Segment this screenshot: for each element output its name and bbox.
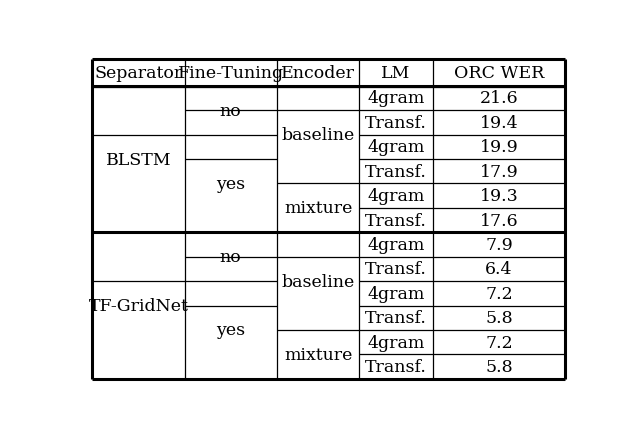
Text: TF-GridNet: TF-GridNet [88,297,188,314]
Text: 4gram: 4gram [367,188,425,205]
Text: ORC WER: ORC WER [454,65,544,82]
Text: 19.3: 19.3 [479,188,518,205]
Text: 7.2: 7.2 [485,334,513,351]
Text: no: no [220,102,241,119]
Text: baseline: baseline [282,127,355,144]
Text: mixture: mixture [284,200,352,217]
Text: Separator: Separator [94,65,182,82]
Text: 4gram: 4gram [367,237,425,253]
Text: 17.9: 17.9 [479,163,518,181]
Text: 5.8: 5.8 [485,309,513,326]
Text: Encoder: Encoder [281,65,355,82]
Text: 19.9: 19.9 [479,139,518,156]
Text: 4gram: 4gram [367,285,425,302]
Text: BLSTM: BLSTM [106,151,172,168]
Text: Transf.: Transf. [365,358,427,375]
Text: 7.2: 7.2 [485,285,513,302]
Text: 7.9: 7.9 [485,237,513,253]
Text: Transf.: Transf. [365,261,427,278]
Text: LM: LM [381,65,411,82]
Text: 5.8: 5.8 [485,358,513,375]
Text: Transf.: Transf. [365,212,427,229]
Text: 6.4: 6.4 [485,261,513,278]
Text: 4gram: 4gram [367,90,425,107]
Text: 19.4: 19.4 [479,115,518,132]
Text: 17.6: 17.6 [479,212,518,229]
Text: Transf.: Transf. [365,163,427,181]
Text: Fine-Tuning: Fine-Tuning [177,65,284,82]
Text: mixture: mixture [284,346,352,363]
Text: Transf.: Transf. [365,309,427,326]
Text: 4gram: 4gram [367,334,425,351]
Text: Transf.: Transf. [365,115,427,132]
Text: yes: yes [216,322,245,339]
Text: 21.6: 21.6 [479,90,518,107]
Text: yes: yes [216,175,245,193]
Text: baseline: baseline [282,273,355,290]
Text: 4gram: 4gram [367,139,425,156]
Text: no: no [220,249,241,266]
